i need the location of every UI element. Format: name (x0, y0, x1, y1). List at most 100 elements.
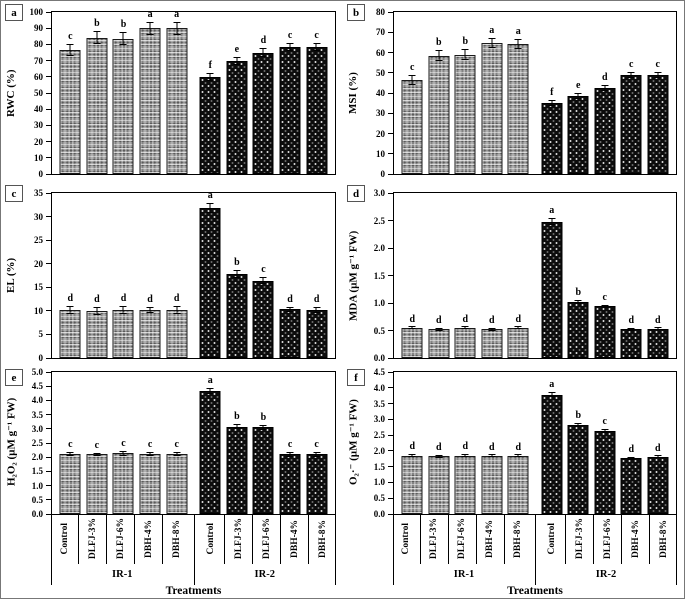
x-tick-label-row: Control DLFJ-3% DLFJ-6% DBH-4% DBH-8% Control… (393, 514, 677, 564)
significance-letter: d (488, 315, 495, 327)
error-bar (408, 453, 416, 457)
chart-panel-e: e H₂O₂ (µM g⁻¹ FW) 0.0 0.5 1.0 1.5 2.0 2.5 3.0 3.… (1, 366, 343, 598)
significance-letter: d (654, 314, 661, 326)
error-bar (514, 454, 522, 458)
y-tick-label: 0.5 (373, 325, 385, 336)
y-tick-label: 1.5 (373, 270, 385, 281)
bar-ir2 (594, 306, 616, 358)
significance-letter: c (261, 263, 266, 275)
x-tick-label: DLFJ-3% (574, 518, 585, 560)
bar-ir2 (279, 454, 301, 514)
significance-letter: d (601, 71, 608, 83)
chart-panel-a: a RWC (%) 0 10 20 30 40 50 60 70 80 90 100 c b b a a f e d c c (1, 1, 343, 182)
bar-ir1 (428, 55, 450, 174)
bar-ir2 (647, 457, 669, 514)
error-bar (601, 84, 609, 91)
bar-ir2 (252, 280, 274, 358)
bar-slot: c (645, 12, 672, 174)
significance-letter: d (287, 293, 293, 305)
group-gap (190, 357, 197, 358)
group-gap (532, 357, 539, 358)
x-tick-cell: Control (393, 514, 420, 564)
error-bar (286, 451, 294, 458)
y-tick-mark (388, 173, 393, 175)
x-tick-label: DLFJ-6% (115, 518, 126, 560)
plot-area-f: 0.0 0.5 1.0 1.5 2.0 2.5 3.0 3.5 4.0 4.5 d d d d d a b c d d (374, 367, 677, 519)
y-tick-label: 10 (34, 305, 43, 316)
y-tick-mark (388, 153, 393, 155)
error-bar (627, 71, 635, 78)
plot-area-a: 0 10 20 30 40 50 60 70 80 90 100 c b b a a f e d c c (30, 7, 336, 179)
x-tick-label: Control (546, 523, 557, 555)
bar-slot: d (399, 193, 426, 358)
bar-slot: d (645, 193, 672, 358)
bar-slot: d (645, 372, 672, 514)
y-tick-mark (388, 387, 393, 389)
error-bar (548, 392, 556, 398)
error-bar (627, 327, 635, 331)
significance-letter: c (68, 438, 73, 450)
x-tick-label: DLFJ-3% (233, 518, 244, 560)
bars-container: c b b a a f e d c c (394, 12, 676, 174)
y-tick-label: 60 (376, 47, 385, 58)
bar-ir1 (401, 328, 423, 358)
bar-ir1 (507, 328, 529, 358)
significance-letter: b (120, 19, 127, 31)
significance-letter: d (409, 314, 416, 326)
x-tick-label: DLFJ-6% (602, 518, 613, 560)
bar-ir2 (306, 46, 328, 174)
x-tick-label: DLFJ-6% (261, 518, 272, 560)
error-bar (461, 49, 469, 60)
panel-letter-label-c: c (5, 185, 23, 202)
bar-slot: a (539, 372, 566, 514)
bar-slot: d (137, 193, 164, 358)
x-axis-label-area: Control DLFJ-3% DLFJ-6% DBH-4% DBH-8% Control… (393, 514, 677, 586)
x-tick-label: Control (401, 523, 412, 555)
x-tick-cell: DBH-4% (621, 514, 649, 564)
bar-ir1 (59, 453, 81, 514)
bar-ir2 (567, 425, 589, 514)
y-tick-label: 0 (38, 169, 44, 179)
y-tick-mark (46, 11, 51, 13)
bar-ir2 (620, 74, 642, 174)
x-tick-label: DBH-4% (630, 520, 641, 558)
error-bar (435, 327, 443, 331)
significance-letter: a (489, 25, 495, 37)
group-boundary-line (535, 515, 536, 585)
error-bar (66, 306, 74, 314)
significance-letter: c (314, 438, 319, 450)
plot-area-c: 0 5 10 15 20 25 30 35 d d d d d a b c d d (34, 188, 336, 363)
error-bar (488, 38, 496, 49)
x-tick-label: DBH-8% (513, 520, 524, 558)
error-bar (286, 42, 294, 51)
y-tick-mark (46, 470, 51, 472)
bar-ir2 (279, 46, 301, 174)
significance-letter: d (515, 314, 522, 326)
y-tick-mark (388, 418, 393, 420)
bar-ir1 (507, 44, 529, 174)
significance-letter: d (654, 442, 661, 454)
chart-panel-c: c EL (%) 0 5 10 15 20 25 30 35 d d d d d a b c d d (1, 182, 343, 366)
bar-ir2 (226, 61, 248, 174)
y-tick-label: 4.5 (373, 367, 385, 377)
x-tick-cell: DLFJ-3% (78, 514, 106, 564)
y-tick-label: 70 (34, 55, 43, 66)
significance-letter: d (488, 442, 495, 454)
group-label-ir-1: IR-1 (112, 569, 133, 580)
significance-letter: b (234, 410, 240, 422)
bar-slot: f (197, 12, 224, 174)
bar-ir2 (252, 52, 274, 174)
y-tick-label: 3.5 (373, 398, 385, 409)
bar-ir1 (86, 37, 108, 174)
significance-letter: d (462, 441, 469, 453)
chart-panel-d: d MDA (µM g⁻¹ FW) 0.0 0.5 1.0 1.5 2.0 2.5 3.0 d d d… (343, 182, 684, 366)
bar-slot: c (57, 12, 84, 174)
y-tick-mark (46, 310, 51, 312)
error-bar (146, 21, 154, 35)
bar-slot: c (592, 193, 619, 358)
x-tick-label: Control (59, 523, 70, 555)
bar-ir2 (199, 76, 221, 174)
y-tick-mark (46, 239, 51, 241)
